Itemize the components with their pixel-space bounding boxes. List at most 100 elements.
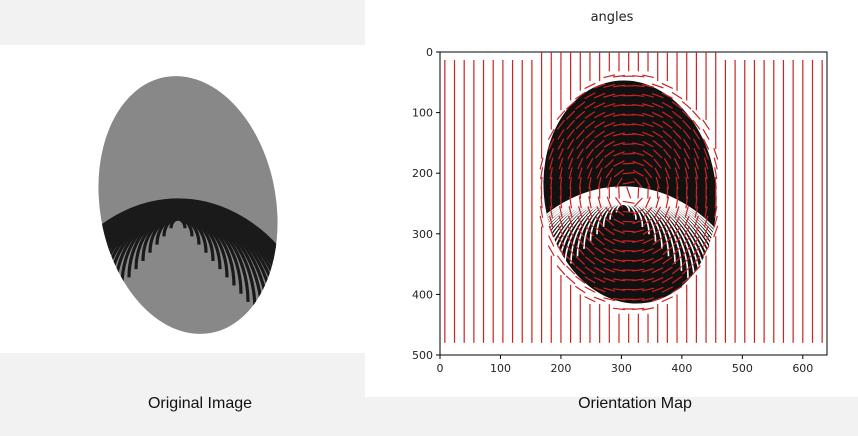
orientation-line bbox=[642, 103, 654, 108]
orientation-line bbox=[595, 149, 605, 159]
orientation-line bbox=[565, 100, 576, 110]
orientation-line bbox=[585, 226, 595, 237]
orientation-line bbox=[665, 196, 670, 209]
orientation-line bbox=[594, 226, 605, 237]
orientation-line bbox=[664, 167, 671, 180]
orientation-line bbox=[661, 286, 673, 293]
orientation-line bbox=[691, 265, 701, 276]
plot-title: angles bbox=[591, 10, 634, 25]
orientation-line bbox=[559, 167, 563, 180]
orientation-line bbox=[632, 151, 645, 157]
orientation-line bbox=[672, 236, 682, 247]
orientation-line bbox=[604, 149, 615, 158]
orientation-line bbox=[661, 111, 673, 119]
orientation-line bbox=[548, 225, 554, 238]
x-tick-label: 0 bbox=[437, 362, 444, 375]
orientation-line bbox=[585, 148, 594, 160]
orientation-line bbox=[584, 82, 596, 90]
orientation-line bbox=[682, 129, 691, 140]
orientation-line bbox=[578, 167, 583, 180]
orientation-line bbox=[557, 138, 565, 150]
orientation-line bbox=[584, 101, 596, 109]
orientation-line bbox=[594, 266, 606, 274]
orientation-line bbox=[661, 296, 674, 303]
x-tick-label: 300 bbox=[611, 362, 632, 375]
orientation-line bbox=[653, 158, 662, 169]
orientation-line bbox=[586, 216, 594, 228]
orientation-line bbox=[662, 120, 673, 129]
orientation-line bbox=[612, 268, 625, 272]
orientation-line bbox=[632, 123, 645, 127]
orientation-line bbox=[549, 167, 553, 180]
orientation-line bbox=[655, 196, 660, 209]
ridge-line bbox=[602, 201, 644, 227]
orientation-line bbox=[622, 181, 635, 185]
orientation-line bbox=[584, 256, 596, 265]
orientation-line bbox=[642, 122, 654, 128]
orientation-line bbox=[713, 225, 719, 238]
orientation-line bbox=[663, 216, 671, 228]
orientation-line bbox=[593, 286, 606, 293]
orientation-line bbox=[645, 196, 651, 209]
orientation-line bbox=[597, 176, 602, 189]
orientation-line bbox=[613, 169, 625, 178]
orientation-line bbox=[674, 167, 680, 180]
orientation-line bbox=[632, 298, 645, 301]
orientation-line bbox=[672, 129, 682, 140]
orientation-line bbox=[612, 288, 626, 292]
orientation-line bbox=[568, 167, 573, 180]
orientation-line bbox=[632, 208, 644, 216]
orientation-line bbox=[682, 235, 691, 247]
orientation-line bbox=[632, 132, 645, 137]
orientation-line bbox=[559, 205, 563, 218]
orientation-line bbox=[643, 168, 653, 179]
orientation-line bbox=[595, 216, 604, 227]
orientation-line bbox=[603, 121, 616, 128]
orientation-line bbox=[557, 245, 565, 257]
orientation-line bbox=[566, 119, 575, 130]
orientation-line bbox=[704, 167, 708, 180]
orientation-line bbox=[684, 167, 689, 180]
orientation-line bbox=[671, 285, 683, 294]
orientation-line bbox=[612, 278, 626, 282]
orientation-line bbox=[539, 215, 544, 228]
orientation-line bbox=[633, 197, 643, 208]
orientation-line bbox=[568, 206, 573, 218]
orientation-line bbox=[612, 113, 625, 117]
orientation-line bbox=[548, 235, 555, 247]
orientation-line bbox=[566, 129, 575, 140]
x-tick-label: 200 bbox=[550, 362, 571, 375]
orientation-line bbox=[604, 217, 615, 227]
orientation-line bbox=[632, 75, 645, 78]
orientation-line bbox=[654, 167, 661, 179]
orientation-line bbox=[643, 207, 653, 217]
orientation-line bbox=[655, 176, 660, 189]
orientation-line bbox=[653, 216, 662, 227]
orientation-line bbox=[603, 237, 615, 245]
orientation-line bbox=[548, 147, 554, 160]
orientation-line bbox=[682, 255, 692, 266]
orientation-line bbox=[674, 206, 680, 218]
orientation-line bbox=[603, 140, 615, 148]
orientation-line bbox=[685, 196, 689, 209]
orientation-line bbox=[632, 142, 645, 147]
orientation-line bbox=[558, 157, 564, 170]
orientation-line bbox=[588, 196, 592, 209]
orientation-line bbox=[663, 226, 672, 237]
orientation-line bbox=[662, 236, 673, 246]
orientation-line bbox=[603, 74, 616, 79]
orientation-line bbox=[713, 147, 719, 160]
orientation-line bbox=[642, 297, 655, 302]
orientation-line bbox=[603, 267, 616, 273]
orientation-line bbox=[612, 258, 625, 263]
orientation-line bbox=[683, 225, 691, 237]
orientation-line bbox=[665, 176, 670, 189]
orientation-line bbox=[681, 110, 692, 120]
orientation-line bbox=[672, 139, 682, 150]
orientation-line bbox=[556, 110, 566, 120]
ridge-line bbox=[529, 188, 731, 315]
orientation-line bbox=[661, 101, 673, 109]
orientation-line bbox=[539, 205, 544, 218]
orientation-line bbox=[663, 158, 671, 169]
orientation-line bbox=[597, 196, 602, 209]
